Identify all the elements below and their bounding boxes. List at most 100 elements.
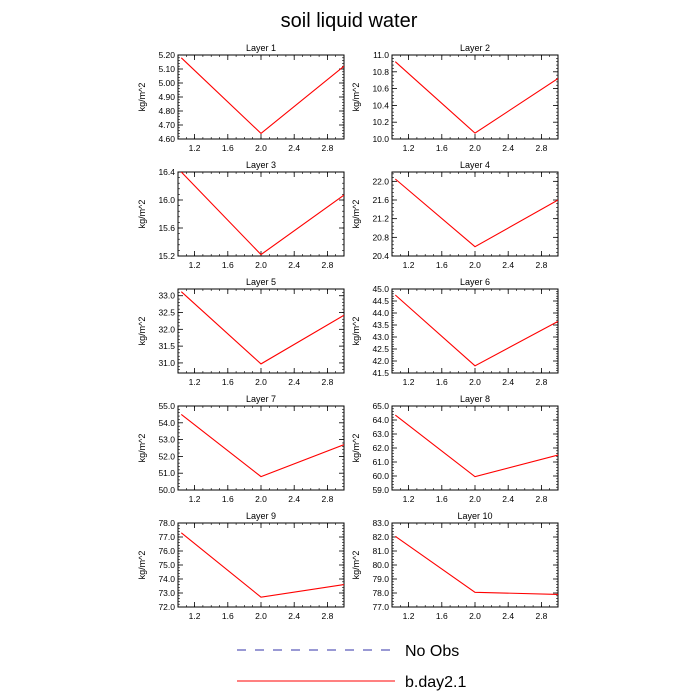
x-tick-label: 1.6 [436, 611, 448, 621]
x-tick-label: 1.2 [403, 494, 415, 504]
y-tick-label: 31.0 [158, 358, 175, 368]
y-tick-label: 81.0 [372, 546, 389, 556]
panel-layer-4: Layer 4 1.2 1.6 2.0 2.4 2.8 20.4 20.8 21.2 21.6 22… [351, 160, 559, 270]
y-tick-label: 43.5 [372, 320, 389, 330]
x-tick-label: 2.4 [288, 494, 300, 504]
x-tick-label: 1.2 [189, 260, 201, 270]
x-tick-label: 1.2 [189, 494, 201, 504]
x-tick-label: 1.6 [436, 494, 448, 504]
y-tick-label: 10.6 [372, 84, 389, 94]
y-tick-label: 61.0 [372, 457, 389, 467]
y-tick-label: 80.0 [372, 560, 389, 570]
y-tick-label: 20.4 [372, 251, 389, 261]
y-tick-label: 76.0 [158, 546, 175, 556]
series-line-b-day2-1 [180, 532, 344, 598]
y-tick-label: 75.0 [158, 560, 175, 570]
x-tick-label: 1.2 [403, 143, 415, 153]
y-tick-label: 53.0 [158, 435, 175, 445]
y-tick-label: 60.0 [372, 471, 389, 481]
x-tick-label: 2.8 [535, 260, 547, 270]
y-tick-label: 42.5 [372, 344, 389, 354]
y-tick-label: 44.0 [372, 308, 389, 318]
plot-frame [391, 54, 559, 140]
x-tick-label: 1.6 [436, 143, 448, 153]
x-tick-label: 2.4 [288, 377, 300, 387]
series-line-b-day2-1 [180, 413, 344, 478]
y-tick-label: 78.0 [158, 518, 175, 528]
x-tick-label: 2.4 [502, 260, 514, 270]
y-tick-label: 15.6 [158, 223, 175, 233]
y-tick-label: 52.0 [158, 451, 175, 461]
x-tick-label: 1.6 [222, 611, 234, 621]
x-tick-label: 1.6 [222, 260, 234, 270]
panel-title: Layer 2 [460, 43, 490, 53]
y-tick-label: 4.60 [158, 134, 175, 144]
panels: Layer 1 1.2 1.6 2.0 2.4 2.8 4.60 4.70 4.80 4.90 5.… [137, 43, 559, 621]
y-tick-label: 41.5 [372, 368, 389, 378]
y-tick-label: 4.90 [158, 92, 175, 102]
x-tick-label: 2.4 [288, 260, 300, 270]
x-tick-label: 2.0 [469, 377, 481, 387]
panel-layer-10: Layer 10 1.2 1.6 2.0 2.4 2.8 77.0 78.0 79.0 80.0 8… [351, 511, 559, 621]
x-tick-label: 2.0 [255, 143, 267, 153]
legend-label: b.day2.1 [405, 674, 466, 691]
y-tick-label: 10.2 [372, 117, 389, 127]
x-tick-label: 2.8 [535, 377, 547, 387]
legend-label: No Obs [405, 643, 459, 660]
x-tick-label: 2.4 [502, 611, 514, 621]
x-tick-label: 2.8 [535, 143, 547, 153]
x-tick-label: 2.4 [288, 611, 300, 621]
panel-title: Layer 7 [246, 394, 276, 404]
panel-title: Layer 1 [246, 43, 276, 53]
y-tick-label: 55.0 [158, 401, 175, 411]
y-axis-label: kg/m^2 [351, 551, 361, 580]
x-tick-label: 1.6 [222, 143, 234, 153]
x-tick-label: 1.2 [403, 260, 415, 270]
y-tick-label: 21.6 [372, 195, 389, 205]
y-tick-label: 51.0 [158, 468, 175, 478]
y-tick-label: 21.2 [372, 214, 389, 224]
legend-item: No Obs [237, 643, 459, 660]
y-tick-label: 74.0 [158, 574, 175, 584]
plot-frame [177, 405, 345, 491]
y-tick-label: 78.0 [372, 588, 389, 598]
y-tick-label: 4.70 [158, 120, 175, 130]
panel-layer-7: Layer 7 1.2 1.6 2.0 2.4 2.8 50.0 51.0 52.0 53.0 54… [137, 394, 345, 504]
y-axis-label: kg/m^2 [137, 200, 147, 229]
plot-frame [391, 288, 559, 374]
series-line-b-day2-1 [394, 61, 558, 134]
x-tick-label: 2.0 [255, 377, 267, 387]
x-tick-label: 1.2 [403, 377, 415, 387]
y-axis-label: kg/m^2 [137, 317, 147, 346]
x-tick-label: 1.6 [222, 377, 234, 387]
y-tick-label: 44.5 [372, 296, 389, 306]
x-tick-label: 1.6 [222, 494, 234, 504]
panel-title: Layer 6 [460, 277, 490, 287]
y-tick-label: 31.5 [158, 341, 175, 351]
y-tick-label: 45.0 [372, 284, 389, 294]
y-tick-label: 5.10 [158, 64, 175, 74]
x-tick-label: 2.8 [321, 377, 333, 387]
y-tick-label: 4.80 [158, 106, 175, 116]
x-tick-label: 1.2 [189, 377, 201, 387]
panel-layer-3: Layer 3 1.2 1.6 2.0 2.4 2.8 15.2 15.6 16.0 16.4 kg… [137, 160, 345, 270]
x-tick-label: 2.8 [321, 494, 333, 504]
plot-frame [177, 171, 345, 257]
y-tick-label: 65.0 [372, 401, 389, 411]
y-tick-label: 15.2 [158, 251, 175, 261]
y-tick-label: 82.0 [372, 532, 389, 542]
plot-frame [177, 54, 345, 140]
y-tick-label: 10.0 [372, 134, 389, 144]
x-tick-label: 2.4 [288, 143, 300, 153]
y-axis-label: kg/m^2 [137, 551, 147, 580]
y-axis-label: kg/m^2 [137, 83, 147, 112]
x-tick-label: 2.0 [255, 494, 267, 504]
panel-title: Layer 5 [246, 277, 276, 287]
y-tick-label: 10.4 [372, 100, 389, 110]
x-tick-label: 1.2 [189, 611, 201, 621]
x-tick-label: 2.8 [321, 260, 333, 270]
y-tick-label: 64.0 [372, 415, 389, 425]
y-tick-label: 72.0 [158, 602, 175, 612]
legend: No Obs b.day2.1 [237, 643, 466, 691]
x-tick-label: 2.8 [321, 143, 333, 153]
